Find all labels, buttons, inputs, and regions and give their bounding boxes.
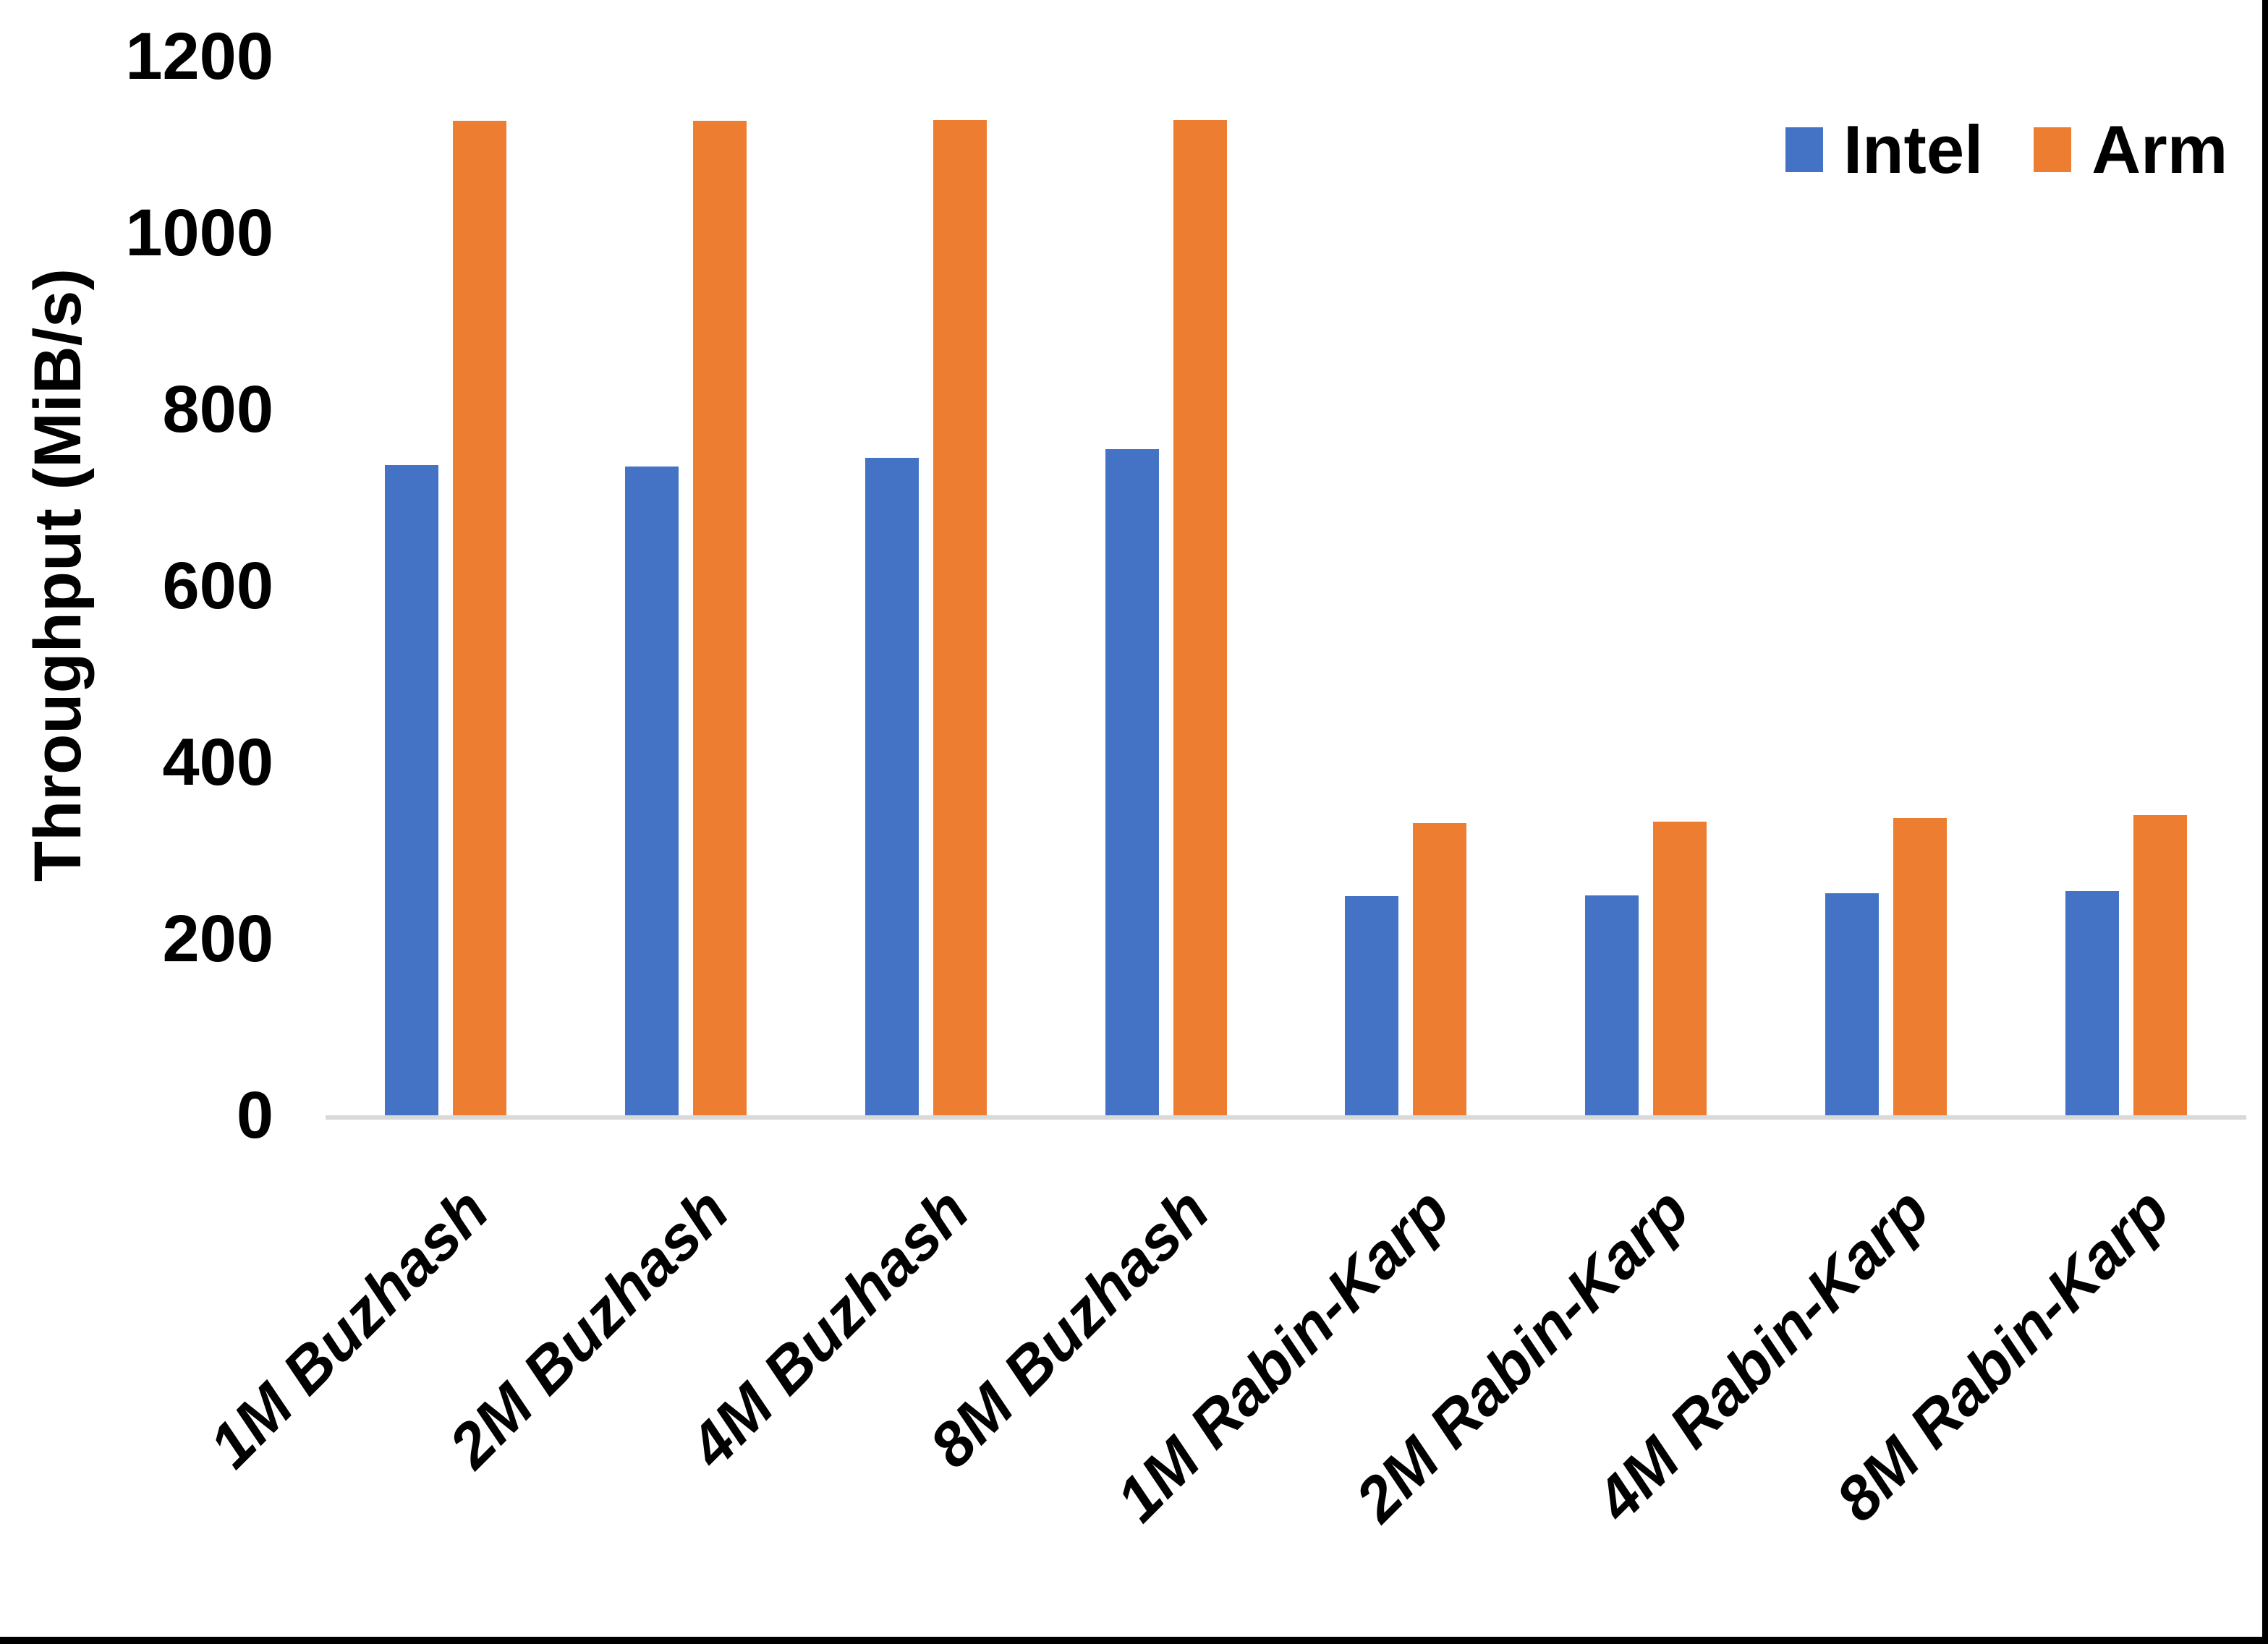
x-axis-line [326, 1115, 2246, 1120]
legend-swatch-arm [2034, 127, 2072, 172]
legend: Intel Arm [1785, 116, 2268, 184]
bar-intel-8m-buzhash [1105, 449, 1159, 1115]
bar-intel-2m-buzhash [625, 467, 679, 1115]
y-tick-label-800: 800 [162, 372, 274, 446]
legend-swatch-intel [1785, 127, 1823, 172]
y-tick-label-600: 600 [162, 549, 274, 623]
bar-intel-4m-rabin-karp [1825, 893, 1879, 1115]
bar-intel-1m-buzhash [385, 465, 438, 1115]
bar-intel-2m-rabin-karp [1585, 895, 1639, 1115]
legend-label-intel: Intel [1843, 111, 1984, 187]
y-tick-label-200: 200 [162, 902, 274, 976]
bar-arm-2m-rabin-karp [1653, 822, 1707, 1115]
y-tick-label-1000: 1000 [125, 196, 273, 270]
legend-label-arm: Arm [2091, 111, 2228, 187]
bar-arm-1m-buzhash [453, 121, 506, 1115]
bar-arm-2m-buzhash [693, 121, 747, 1115]
screenshot-right-border [2262, 0, 2268, 1644]
bar-arm-4m-rabin-karp [1893, 818, 1947, 1115]
bar-arm-8m-rabin-karp [2133, 815, 2187, 1115]
bar-arm-1m-rabin-karp [1413, 823, 1466, 1115]
y-axis-title: Throughput (MiB/s) [21, 268, 95, 882]
bar-intel-4m-buzhash [865, 458, 919, 1115]
bar-intel-1m-rabin-karp [1345, 896, 1398, 1115]
bar-arm-8m-buzhash [1173, 120, 1227, 1115]
y-tick-label-1200: 1200 [125, 20, 273, 93]
bar-intel-8m-rabin-karp [2065, 891, 2119, 1115]
screenshot-bottom-border [0, 1637, 2268, 1644]
bar-arm-4m-buzhash [933, 120, 987, 1115]
y-tick-label-0: 0 [236, 1078, 273, 1152]
y-tick-label-400: 400 [162, 725, 274, 799]
